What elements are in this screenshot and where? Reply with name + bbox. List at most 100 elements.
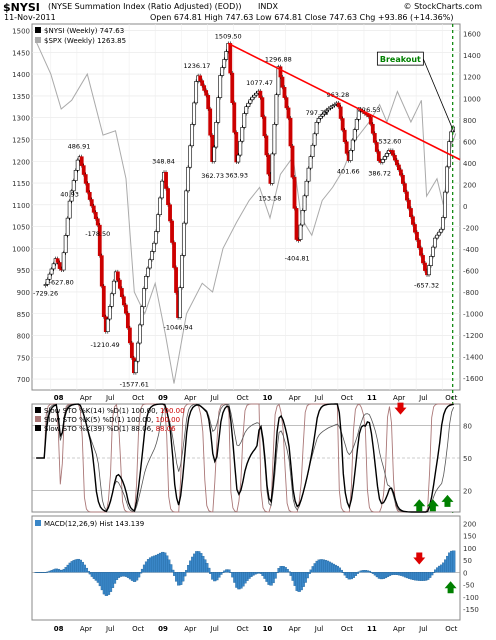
nysi-bar — [216, 97, 221, 123]
macd-x-tick-label: 11 — [367, 625, 377, 633]
right-axis-tick-label: 200 — [463, 181, 476, 189]
nysi-bar — [109, 293, 114, 307]
nysi-bar — [306, 167, 311, 182]
nysi-value-label: -657.32 — [414, 282, 439, 290]
stochastics-sell-arrow — [394, 402, 407, 415]
right-axis-tick-label: 0 — [463, 203, 467, 211]
nysi-bar — [75, 159, 80, 171]
nysi-bar — [392, 155, 397, 161]
left-axis-tick-label: 1250 — [12, 136, 30, 144]
nysi-value-label: -1210.49 — [90, 341, 119, 349]
nysi-bar — [222, 59, 227, 68]
stochastics-tick-label: 50 — [463, 455, 472, 463]
nysi-bar — [97, 224, 102, 256]
nysi-bar — [190, 124, 195, 147]
nysi-bar — [234, 132, 239, 163]
nysi-value-label: 363.93 — [225, 172, 248, 180]
nysi-bar — [423, 262, 427, 271]
nysi-bar — [324, 109, 329, 113]
left-axis-tick-label: 1100 — [12, 202, 30, 210]
nysi-bar — [127, 327, 132, 344]
nysi-bar — [202, 85, 207, 91]
macd-buy-arrow — [444, 581, 457, 594]
stochastics-buy-arrow — [426, 499, 439, 512]
nysi-bar — [146, 267, 150, 277]
nysi-bar — [184, 190, 188, 224]
nysi-bar — [411, 216, 415, 225]
nysi-bar — [394, 159, 399, 166]
nysi-bar — [437, 231, 441, 236]
macd-x-tick-label: Oct — [132, 625, 144, 633]
macd-x-tick-label: 09 — [158, 625, 168, 633]
nysi-bar — [158, 197, 162, 216]
macd-histogram-bar — [305, 572, 309, 579]
left-axis-tick-label: 800 — [17, 333, 30, 341]
price-x-tick-label: Apr — [393, 394, 405, 402]
nysi-bar — [445, 166, 449, 193]
nysi-bar — [328, 106, 333, 109]
nysi-bar — [252, 94, 257, 98]
nysi-bar — [330, 105, 335, 108]
macd-histogram-bar — [275, 572, 279, 574]
nysi-bar — [69, 190, 74, 202]
nysi-bar — [85, 183, 90, 193]
nysi-bar — [230, 72, 235, 104]
nysi-bar — [368, 116, 373, 125]
right-axis-tick-label: 1400 — [463, 52, 481, 60]
left-axis-tick-label: 1500 — [12, 28, 30, 36]
nysi-bar — [65, 217, 70, 236]
macd-histogram-bar — [183, 572, 187, 577]
price-legend-text: $SPX (Weekly) 1263.85 — [44, 37, 126, 45]
price-legend-text: $NYSI (Weekly) 747.63 — [44, 27, 124, 35]
right-axis-tick-label: 800 — [463, 117, 476, 125]
nysi-bar — [170, 220, 174, 243]
nysi-value-label: 963.28 — [326, 91, 349, 99]
macd-x-tick-label: Jul — [105, 625, 115, 633]
macd-x-tick-label: Jul — [314, 625, 324, 633]
price-x-tick-label: Jul — [105, 394, 115, 402]
nysi-bar — [433, 237, 437, 248]
left-axis-tick-label: 900 — [17, 289, 30, 297]
nysi-bar — [366, 114, 371, 117]
chart-date: 11-Nov-2011 — [4, 13, 56, 22]
right-axis-tick-label: -1200 — [463, 332, 483, 340]
nysi-value-label: 486.91 — [68, 143, 91, 151]
price-x-tick-label: 09 — [158, 394, 168, 402]
macd-histogram-bar — [355, 572, 360, 574]
nysi-bar — [224, 51, 229, 60]
nysi-bar — [240, 127, 245, 142]
nysi-bar — [266, 154, 271, 175]
nysi-bar — [192, 102, 197, 125]
right-axis-tick-label: -600 — [463, 268, 479, 276]
macd-histogram-bar — [219, 572, 223, 575]
macd-histogram-bar — [207, 567, 211, 573]
nysi-value-label: 153.58 — [259, 194, 282, 202]
macd-histogram-bar — [367, 570, 372, 573]
nysi-bar — [71, 180, 76, 192]
nysi-bar — [398, 169, 403, 176]
nysi-bar — [258, 90, 263, 98]
nysi-value-label: 40.93 — [60, 191, 79, 199]
macd-histogram-bar — [353, 572, 358, 576]
macd-tick-label: 100 — [463, 545, 476, 553]
right-axis-tick-label: 1200 — [463, 74, 481, 82]
nysi-bar — [188, 145, 193, 168]
nysi-value-label: 1236.17 — [183, 62, 210, 70]
chart-symbol: $NYSI — [3, 1, 40, 14]
nysi-bar — [384, 153, 389, 157]
nysi-bar — [286, 107, 291, 119]
nysi-bar — [340, 118, 345, 131]
nysi-bar — [168, 204, 172, 222]
nysi-bar — [200, 80, 205, 86]
nysi-bar — [304, 180, 309, 197]
right-axis-tick-label: -1000 — [463, 311, 483, 319]
nysi-bar — [417, 239, 421, 249]
nysi-value-label: 1077.47 — [246, 79, 273, 87]
macd-histogram-bar — [136, 572, 141, 578]
nysi-bar — [89, 199, 94, 207]
nysi-bar — [288, 117, 293, 147]
macd-x-tick-label: 08 — [54, 625, 64, 633]
nysi-bar — [206, 95, 211, 110]
nysi-bar — [67, 200, 72, 219]
